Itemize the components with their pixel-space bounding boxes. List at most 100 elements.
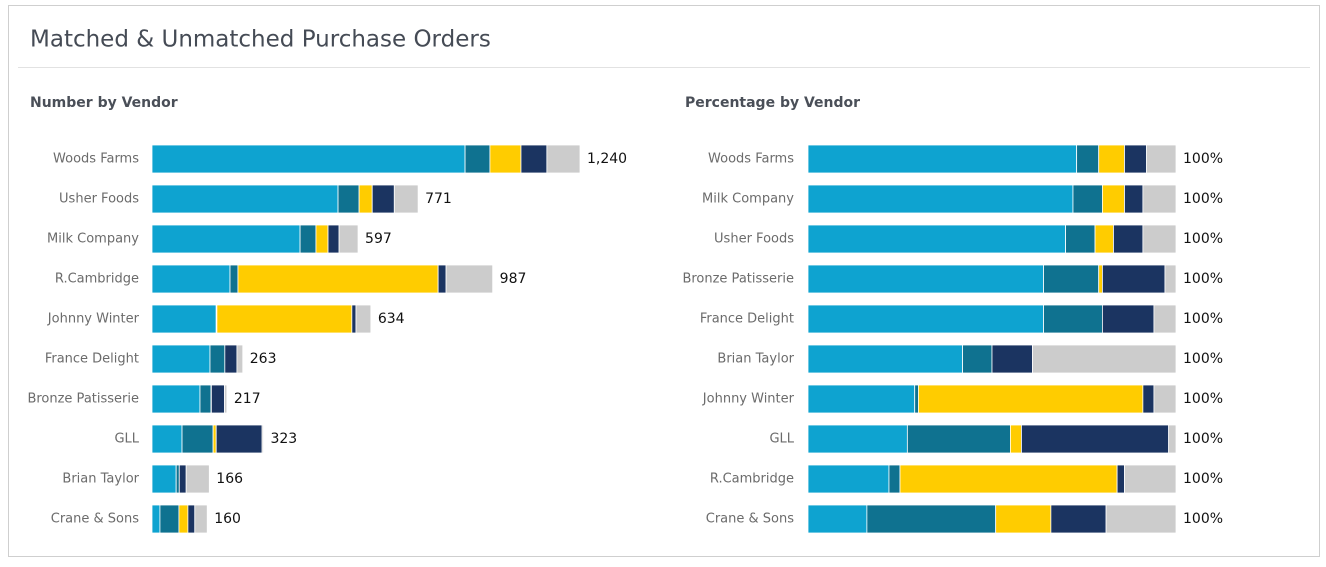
bar-segment: [1021, 424, 1170, 454]
bar-segment: [445, 264, 494, 294]
total-label: 166: [216, 471, 243, 487]
bar-segment: [1124, 464, 1177, 494]
category-label: GLL: [769, 432, 794, 447]
bar-segment: [807, 504, 868, 534]
bar-segment: [337, 184, 360, 214]
bar-segment: [489, 144, 522, 174]
category-label: Brian Taylor: [62, 472, 139, 487]
total-label: 100%: [1183, 271, 1223, 287]
bar-segment: [1164, 264, 1177, 294]
bar-segment: [216, 304, 353, 334]
bar-segment: [1142, 184, 1177, 214]
category-label: Usher Foods: [59, 192, 139, 207]
total-label: 1,240: [587, 151, 627, 167]
bar-segment: [224, 384, 228, 414]
bar-segment: [464, 144, 491, 174]
bar-segment: [212, 424, 217, 454]
bar-segment: [1043, 304, 1103, 334]
category-label: Milk Company: [702, 192, 794, 207]
total-label: 100%: [1183, 351, 1223, 367]
bar-segment: [355, 304, 372, 334]
total-label: 100%: [1183, 511, 1223, 527]
bar-segment: [807, 424, 908, 454]
bar-segment: [520, 144, 548, 174]
total-label: 100%: [1183, 191, 1223, 207]
total-label: 771: [425, 191, 452, 207]
category-label: Milk Company: [47, 232, 139, 247]
category-label: Woods Farms: [53, 152, 139, 167]
bar-segment: [807, 224, 1067, 254]
bar-segment: [181, 424, 214, 454]
bar-segment: [906, 424, 1011, 454]
bar-segment: [888, 464, 901, 494]
bar-segment: [1153, 304, 1177, 334]
bar-segment: [210, 384, 225, 414]
total-label: 217: [234, 391, 261, 407]
bar-segment: [1146, 144, 1177, 174]
bar-segment: [151, 264, 231, 294]
bar-segment: [1142, 384, 1155, 414]
bar-segment: [151, 384, 201, 414]
bar-segment: [194, 504, 208, 534]
bar-segment: [327, 224, 340, 254]
bar-segment: [178, 464, 187, 494]
bar-segment: [807, 144, 1078, 174]
category-label: GLL: [114, 432, 139, 447]
bar-segment: [1010, 424, 1022, 454]
bar-segment: [1102, 264, 1166, 294]
bar-segment: [209, 344, 226, 374]
category-label: Bronze Patisserie: [682, 272, 794, 287]
bar-segment: [1124, 184, 1144, 214]
bar-segment: [151, 224, 301, 254]
bar-segment: [995, 504, 1052, 534]
bar-segment: [1098, 264, 1103, 294]
bar-segment: [807, 304, 1044, 334]
total-label: 263: [250, 351, 277, 367]
bar-segment: [151, 344, 211, 374]
bar-segment: [807, 264, 1044, 294]
category-label: Brian Taylor: [717, 352, 794, 367]
bar-segment: [151, 144, 466, 174]
chart-subtitle: Percentage by Vendor: [685, 95, 860, 111]
bar-segment: [1043, 264, 1100, 294]
bar-segment: [393, 184, 419, 214]
bar-segment: [1032, 344, 1177, 374]
bar-segment: [1105, 504, 1177, 534]
bar-segment: [1102, 184, 1125, 214]
bar-segment: [807, 464, 890, 494]
bar-segment: [151, 424, 183, 454]
bar-segment: [224, 344, 238, 374]
bar-segment: [546, 144, 581, 174]
total-label: 634: [378, 311, 405, 327]
bar-segment: [371, 184, 395, 214]
bar-segment: [807, 344, 963, 374]
bar-segment: [914, 384, 919, 414]
bar-segment: [151, 504, 161, 534]
bar-segment: [187, 504, 196, 534]
category-label: Woods Farms: [708, 152, 794, 167]
bar-segment: [899, 464, 1118, 494]
bar-segment: [351, 304, 357, 334]
total-label: 987: [500, 271, 527, 287]
bar-segment: [1113, 224, 1144, 254]
category-label: Usher Foods: [714, 232, 794, 247]
total-label: 160: [214, 511, 241, 527]
total-label: 100%: [1183, 311, 1223, 327]
bar-segment: [185, 464, 210, 494]
bar-segment: [1072, 184, 1103, 214]
bar-segment: [229, 264, 239, 294]
bar-segment: [1142, 224, 1177, 254]
bar-segment: [991, 344, 1033, 374]
bar-segment: [1065, 224, 1096, 254]
bar-segment: [807, 184, 1074, 214]
bar-segment: [175, 464, 180, 494]
bar-segment: [1168, 424, 1177, 454]
bar-segment: [807, 384, 916, 414]
bar-segment: [151, 184, 339, 214]
bar-segment: [151, 304, 217, 334]
chart-subtitle: Number by Vendor: [30, 95, 178, 111]
total-label: 323: [270, 431, 297, 447]
bar-segment: [358, 184, 373, 214]
category-label: Johnny Winter: [702, 392, 795, 407]
